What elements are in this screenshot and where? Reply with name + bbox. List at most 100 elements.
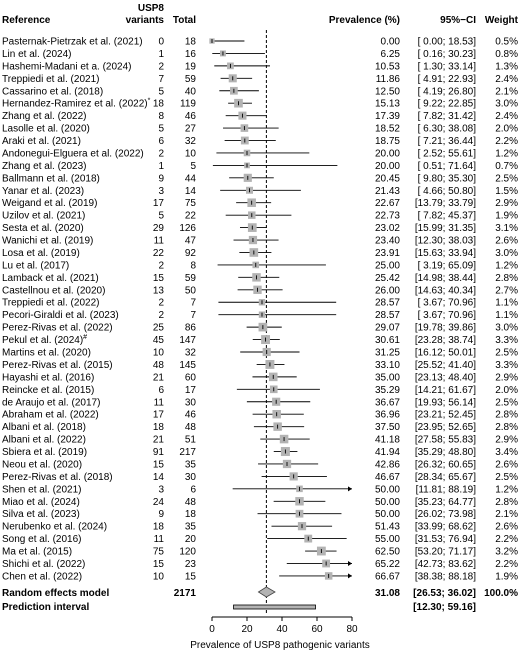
study-row: Lasolle et al. (2020) 5 27 18.52 [ 6.30; 38.… xyxy=(2,124,518,135)
study-weight: 2.5% xyxy=(495,348,518,359)
study-total: 30 xyxy=(185,472,197,483)
study-ci: [14.98; 38.44] xyxy=(415,273,476,284)
pooled-total: 2171 xyxy=(174,588,197,599)
study-reference: Hashemi-Madani et a. (2024) xyxy=(2,61,132,72)
study-reference: Lin et al. (2024) xyxy=(2,49,72,60)
study-weight: 3.3% xyxy=(495,360,518,371)
study-reference: Perez-Rivas et al. (2022) xyxy=(2,323,113,334)
study-events: 45 xyxy=(153,335,165,346)
study-row: Zhang et al. (2022) 8 46 17.39 [ 7.82; 31.42… xyxy=(2,111,518,122)
study-ci: [15.63; 33.94] xyxy=(415,248,476,259)
study-prevalence: 35.00 xyxy=(375,372,400,383)
study-events: 9 xyxy=(158,173,164,184)
study-total: 7 xyxy=(190,310,196,321)
study-total: 14 xyxy=(185,186,197,197)
study-total: 40 xyxy=(185,86,197,97)
study-row: Castellnou et al. (2020) 13 50 26.00 [14.63;… xyxy=(2,285,518,296)
study-prevalence: 62.50 xyxy=(375,547,400,558)
study-reference: Yanar et al. (2023) xyxy=(2,186,84,197)
study-row: Chen et al. (2022) 10 15 66.67 [38.38; 88.18… xyxy=(2,571,518,582)
study-ci: [14.63; 40.34] xyxy=(415,285,476,296)
study-events: 3 xyxy=(158,186,164,197)
study-weight: 2.6% xyxy=(495,522,518,533)
study-prevalence: 20.00 xyxy=(375,148,400,159)
study-total: 35 xyxy=(185,459,197,470)
study-row: Sbiera et al. (2019) 91 217 41.94 [35.29; 48… xyxy=(2,447,518,458)
study-ci: [11.81; 88.19] xyxy=(416,484,477,495)
study-ci: [35.29; 48.80] xyxy=(415,447,476,458)
study-weight: 0.7% xyxy=(495,161,518,172)
study-reference: Pecori-Giraldi et al. (2023) xyxy=(2,310,119,321)
prediction-interval-bar xyxy=(233,604,316,610)
study-total: 48 xyxy=(185,497,197,508)
study-ci: [16.12; 50.01] xyxy=(415,348,476,359)
study-total: 145 xyxy=(179,360,196,371)
x-axis: 0 20 40 60 80 Prevalence of USP8 pathogenic … xyxy=(190,616,370,651)
study-ci: [ 0.16; 30.23] xyxy=(418,49,477,60)
study-prevalence: 42.86 xyxy=(375,459,400,470)
study-prevalence: 26.00 xyxy=(375,285,400,296)
study-events: 11 xyxy=(154,397,165,408)
header-prevalence: Prevalence (%) xyxy=(329,15,400,26)
study-row: Lin et al. (2024) 1 16 6.25 [ 0.16; 30.23] 0.… xyxy=(2,49,518,60)
study-row: Martins et al. (2020) 10 32 31.25 [16.12; 50… xyxy=(2,348,518,359)
study-prevalence: 23.91 xyxy=(375,248,400,259)
study-reference: Reincke et al. (2015) xyxy=(2,385,94,396)
study-reference: Pekul et al. (2024)# xyxy=(2,334,87,346)
study-row: Wanichi et al. (2019) 11 47 23.40 [12.30; 38… xyxy=(2,236,518,247)
study-reference: Ballmann et al. (2018) xyxy=(2,173,100,184)
x-axis-label: Prevalence of USP8 pathogenic variants xyxy=(190,640,370,651)
study-row: Ballmann et al. (2018) 9 44 20.45 [ 9.80; 35… xyxy=(2,173,518,184)
study-reference: Albani et al. (2018) xyxy=(2,422,86,433)
study-row: Sesta et al. (2020) 29 126 23.02 [15.99; 31.… xyxy=(2,223,518,234)
study-reference: Hernandez-Ramirez et al. (2022)* xyxy=(2,98,151,110)
study-prevalence: 66.67 xyxy=(375,571,400,582)
study-events: 6 xyxy=(158,136,164,147)
study-total: 59 xyxy=(185,74,197,85)
study-weight: 2.0% xyxy=(495,124,518,135)
study-ci: [ 0.51; 71.64] xyxy=(418,161,477,172)
study-total: 35 xyxy=(185,522,197,533)
study-reference: Ma et al. (2015) xyxy=(2,547,72,558)
prediction-label: Prediction interval xyxy=(2,602,89,613)
study-prevalence: 50.00 xyxy=(375,509,400,520)
study-events: 0 xyxy=(158,37,164,48)
study-row: Miao et al. (2024) 24 48 50.00 [35.23; 64.77… xyxy=(2,497,518,508)
x-tick-label: 40 xyxy=(276,624,288,635)
pooled-label: Random effects model xyxy=(2,588,109,599)
study-reference: Albani et al. (2022) xyxy=(2,435,86,446)
study-ci-arrow xyxy=(348,573,352,579)
study-events: 14 xyxy=(153,472,165,483)
study-weight: 3.3% xyxy=(495,335,518,346)
study-total: 75 xyxy=(185,198,197,209)
study-row: Silva et al. (2023) 9 18 50.00 [26.02; 73.98… xyxy=(2,509,518,520)
study-reference: Martins et al. (2020) xyxy=(2,348,91,359)
study-weight: 2.8% xyxy=(495,497,518,508)
study-total: 147 xyxy=(179,335,196,346)
study-weight: 1.2% xyxy=(495,484,518,495)
study-reference: Treppiedi et al. (2021) xyxy=(2,74,99,85)
study-prevalence: 29.07 xyxy=(375,323,400,334)
study-ci: [ 7.21; 36.44] xyxy=(418,136,477,147)
study-ci: [27.58; 55.83] xyxy=(415,435,476,446)
study-events: 13 xyxy=(153,285,165,296)
study-ci: [12.30; 38.03] xyxy=(415,236,476,247)
study-weight: 3.0% xyxy=(495,248,518,259)
study-events: 22 xyxy=(153,248,165,259)
study-row: Yanar et al. (2023) 3 14 21.43 [ 4.66; 50.80… xyxy=(2,186,518,197)
study-total: 47 xyxy=(185,236,197,247)
study-events: 2 xyxy=(158,260,164,271)
study-weight: 2.7% xyxy=(495,285,518,296)
study-ci: [19.78; 39.86] xyxy=(415,323,476,334)
study-events: 18 xyxy=(153,422,165,433)
study-events: 5 xyxy=(158,86,164,97)
study-prevalence: 33.10 xyxy=(375,360,400,371)
pooled-prevalence: 31.08 xyxy=(375,588,400,599)
study-prevalence: 37.50 xyxy=(375,422,400,433)
study-prevalence: 18.52 xyxy=(375,124,400,135)
study-prevalence: 23.40 xyxy=(375,236,400,247)
study-weight: 2.8% xyxy=(495,273,518,284)
study-row: Lu et al. (2017) 2 8 25.00 [ 3.19; 65.09] 1.2… xyxy=(2,260,518,271)
study-weight: 1.2% xyxy=(495,148,518,159)
